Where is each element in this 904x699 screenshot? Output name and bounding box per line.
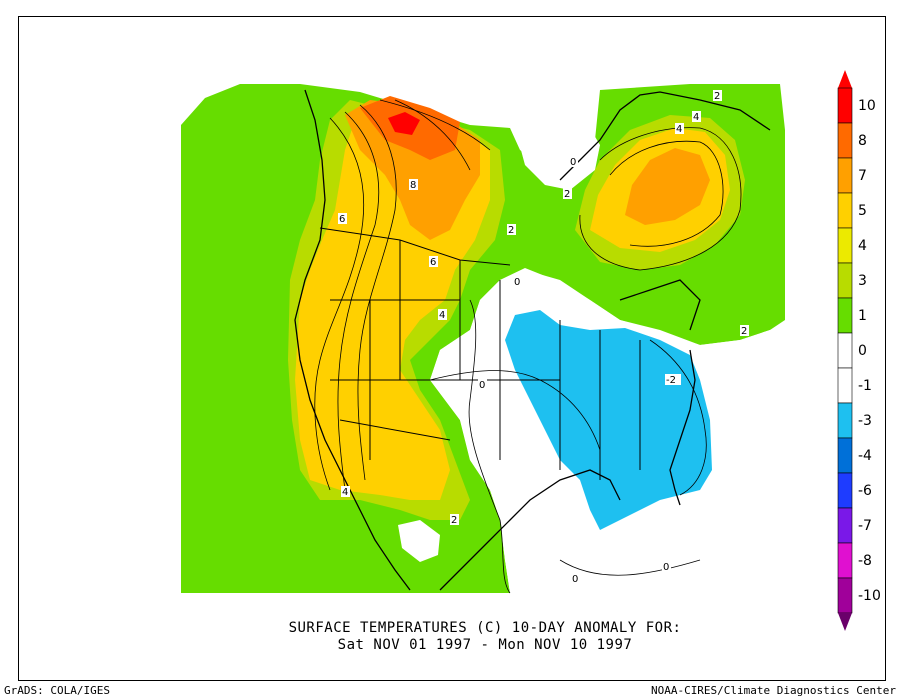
colorbar-bottom-arrow: [838, 613, 852, 631]
contour-label-bg: [713, 90, 722, 101]
colorbar-swatch: [837, 402, 853, 439]
colorbar-swatch: [837, 472, 853, 509]
contour-label-bg: [341, 486, 350, 497]
colorbar-swatch: [837, 542, 853, 579]
contour-label-bg: [665, 374, 681, 385]
cyan-region: [505, 310, 712, 530]
contour-label: 0: [514, 277, 520, 288]
colorbar-tick-label: 1: [858, 308, 867, 324]
plot-frame: [18, 16, 886, 681]
contour-label: 0: [570, 157, 576, 168]
contour-label: 2: [741, 326, 747, 337]
contour-label-bg: [662, 561, 671, 572]
contour-label: 4: [693, 112, 699, 123]
colorbar-tick-label: -7: [858, 518, 872, 534]
colorbar-tick-label: 3: [858, 273, 867, 289]
white-hole-north: [515, 108, 600, 190]
colorbar-swatch: [837, 297, 853, 334]
contour-label-bg: [569, 156, 578, 167]
borders: [319, 227, 641, 480]
contour-label: 4: [439, 310, 445, 321]
contour-label: 0: [572, 574, 578, 585]
colorbar-tick-label: -6: [858, 483, 872, 499]
contour-label-bg: [478, 379, 487, 390]
contour-label-bg: [513, 276, 522, 287]
contour-label-group: 8 6 4 2 0 6 4 2 2 0 -2 0 4 2 0 0 2 4: [338, 90, 749, 585]
colorbar-swatch: [837, 437, 853, 474]
colorbar-tick-label: 10: [858, 98, 876, 114]
contour-label-bg: [507, 224, 516, 235]
contour-label-bg: [740, 325, 749, 336]
colorbar-swatch: [837, 332, 853, 369]
footer-credit-right: NOAA-CIRES/Climate Diagnostics Center: [650, 684, 896, 697]
colorbar-swatch: [837, 227, 853, 264]
white-spot-mexico: [398, 520, 440, 562]
colorbar-swatch: [837, 577, 853, 614]
red-core: [388, 112, 420, 135]
colorbar-swatch: [837, 262, 853, 299]
contour-label: -2: [666, 375, 676, 386]
contour-label: 2: [564, 189, 570, 200]
contour-label: 8: [410, 180, 416, 191]
coastlines: [294, 89, 771, 591]
contour-label-bg: [409, 179, 418, 190]
orange-ne: [625, 148, 710, 225]
colorbar-tick-label: 5: [858, 203, 867, 219]
colorbar-swatch: [837, 507, 853, 544]
colorbar-tick-label: -1: [858, 378, 872, 394]
contour-label-bg: [438, 309, 447, 320]
contour-label-bg: [571, 573, 580, 584]
colorbar-swatch: [837, 367, 853, 404]
colorbar-tick-label: 0: [858, 343, 867, 359]
contour-label-bg: [675, 123, 684, 134]
contour-label-bg: [450, 514, 459, 525]
colorbar-top-arrow: [838, 70, 852, 88]
colorbar-swatch: [837, 192, 853, 229]
contour-label: 2: [508, 225, 514, 236]
contour-label: 6: [430, 257, 436, 268]
contour-label-bg: [338, 213, 347, 224]
contour-label: 0: [479, 380, 485, 391]
contour-label: 6: [339, 214, 345, 225]
contour-label: 4: [342, 487, 348, 498]
colorbar-tick-label: -10: [858, 588, 881, 604]
contour-label: 2: [714, 91, 720, 102]
contour-label: 0: [663, 562, 669, 573]
contour-label-bg: [563, 188, 572, 199]
colorbar-tick-label: -8: [858, 553, 872, 569]
contour-label-bg: [692, 111, 701, 122]
colorbar-tick-label: -3: [858, 413, 872, 429]
colorbar-tick-label: 8: [858, 133, 867, 149]
contour-lines: [314, 99, 742, 594]
colorbar-tick-label: 4: [858, 238, 867, 254]
contour-label: 2: [451, 515, 457, 526]
colorbar-swatch: [837, 157, 853, 194]
colorbar-swatch: [837, 87, 853, 124]
colorbar-tick-label: 7: [858, 168, 867, 184]
map-title: SURFACE TEMPERATURES (C) 10-DAY ANOMALY …: [288, 620, 682, 636]
contour-label-bg: [429, 256, 438, 267]
footer-credit-left: GrADS: COLA/IGES: [4, 684, 110, 697]
map-date-range: Sat NOV 01 1997 - Mon NOV 10 1997: [337, 637, 633, 653]
contour-label: 4: [676, 124, 682, 135]
colorbar-swatch: [837, 122, 853, 159]
colorbar-tick-label: -4: [858, 448, 872, 464]
